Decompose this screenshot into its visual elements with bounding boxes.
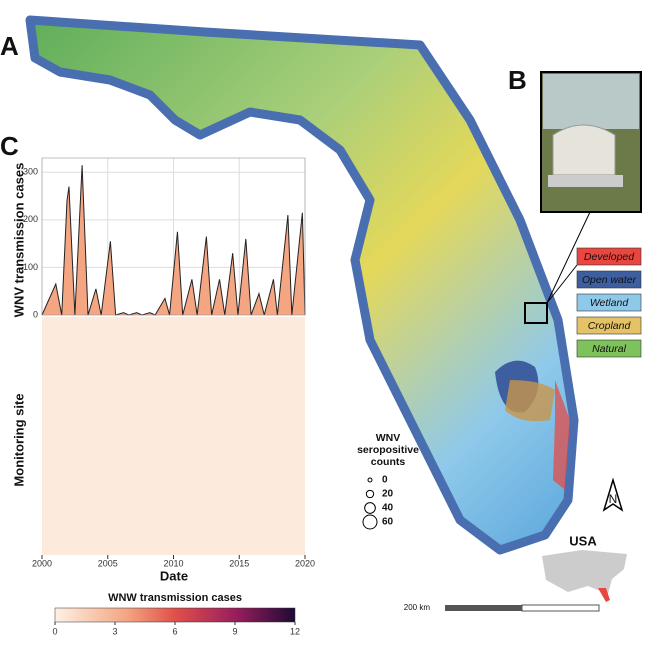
x-tick-label: 2005	[98, 558, 118, 568]
area	[42, 165, 305, 315]
usa-inset	[542, 550, 627, 594]
inset-label: USA	[569, 533, 597, 548]
zoom-box	[524, 302, 548, 324]
x-tick-label: 2015	[229, 558, 249, 568]
y-tick-label: 100	[23, 262, 38, 272]
colorbar-title: WNW transmission cases	[108, 592, 242, 604]
bubble-legend-label: 20	[382, 489, 394, 500]
legend-label: Cropland	[588, 320, 632, 332]
scale-bar	[521, 604, 600, 612]
north-label: N	[609, 492, 618, 506]
bubble-legend-label: 40	[382, 503, 394, 514]
north-arrow: N	[602, 477, 624, 512]
bubble-legend-mark	[362, 514, 378, 530]
scale-bar	[445, 605, 522, 611]
scale-label: 200 km	[404, 603, 431, 612]
florida-map	[25, 15, 579, 555]
y-tick-label: 200	[23, 214, 38, 224]
photo	[540, 71, 642, 213]
legend-label: Open water	[582, 274, 637, 286]
colorbar-tick-label: 0	[52, 626, 57, 636]
land	[25, 15, 579, 555]
bubble-legend-mark	[367, 477, 373, 483]
cropland-patch	[505, 380, 555, 422]
legend-label: Developed	[584, 251, 635, 263]
bubble-legend-label: 60	[382, 517, 394, 528]
legend-swatch	[576, 247, 642, 266]
y-axis-title: WNV transmission cases	[11, 163, 26, 318]
panel-label: A	[0, 31, 19, 61]
x-tick-label: 2010	[163, 558, 183, 568]
x-tick-label: 2020	[295, 558, 315, 568]
legend-label: Natural	[592, 343, 627, 355]
colorbar-tick-label: 9	[232, 626, 237, 636]
y-tick-label: 300	[23, 167, 38, 177]
legend-swatch	[576, 316, 642, 335]
leader	[546, 211, 591, 304]
legend-swatch	[576, 293, 642, 312]
y-tick-label: 0	[33, 309, 38, 319]
developed-strip	[553, 380, 570, 490]
florida-inset	[598, 588, 610, 602]
colorbar-tick-label: 12	[290, 626, 300, 636]
x-tick-label: 2000	[32, 558, 52, 568]
legend-label: Wetland	[590, 297, 629, 309]
bubble-legend-mark	[365, 489, 375, 499]
bubble-legend-title: WNV seropositive counts	[357, 432, 419, 468]
line	[41, 165, 306, 316]
axes-frame	[41, 157, 306, 316]
panel-label: C	[0, 131, 19, 161]
bubble-legend-mark	[364, 502, 376, 514]
colorbar-tick-label: 6	[172, 626, 177, 636]
panel-label: B	[508, 65, 527, 95]
bubble-legend-label: 0	[382, 475, 388, 486]
colorbar	[54, 607, 296, 623]
colorbar-tick-label: 3	[112, 626, 117, 636]
x-axis-title: Date	[160, 568, 188, 583]
leader	[546, 264, 578, 304]
heatmap-y-title: Monitoring site	[11, 393, 26, 486]
heatmap	[42, 317, 305, 555]
legend-swatch	[576, 270, 642, 289]
legend-swatch	[576, 339, 642, 358]
